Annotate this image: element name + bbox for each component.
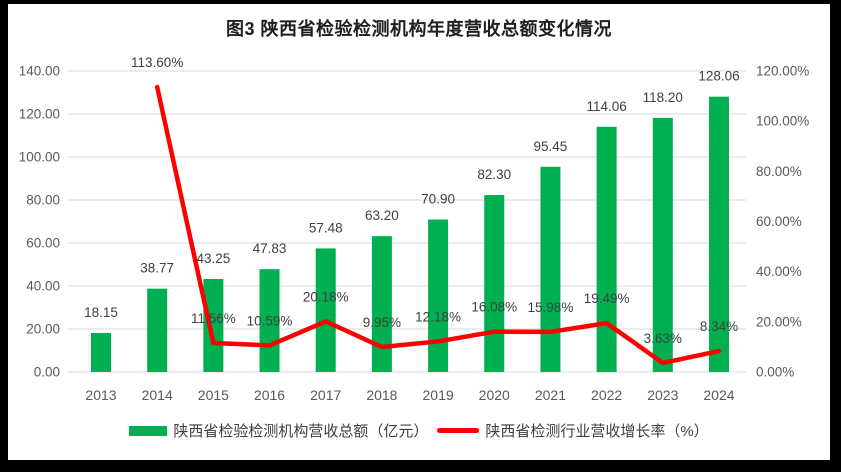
bar-value-label: 114.06: [586, 99, 626, 114]
bar-2024: [708, 96, 729, 373]
bar-value-label: 95.45: [534, 139, 568, 154]
y-axis-left-tick-label: 0.00: [34, 365, 60, 380]
bar-value-label: 18.15: [84, 305, 118, 320]
y-axis-left-tick-label: 100.00: [19, 150, 60, 165]
bar-2023: [652, 117, 673, 373]
line-value-label: 3.63%: [644, 331, 682, 346]
bar-2013: [91, 332, 111, 372]
x-axis-tick-label: 2022: [591, 387, 622, 403]
line-value-label: 113.60%: [131, 55, 183, 70]
x-axis-tick-label: 2016: [254, 387, 285, 403]
growth-line-swatch-icon: [437, 428, 480, 433]
chart-title: 图3 陕西省检验检测机构年度营收总额变化情况: [225, 19, 612, 39]
line-value-label: 16.08%: [471, 300, 517, 315]
bar-2019: [428, 219, 449, 372]
x-axis-tick-label: 2013: [85, 387, 116, 403]
y-axis-right-tick-label: 20.00%: [756, 314, 802, 329]
bar-2020: [484, 195, 505, 372]
growth-rate-line: [154, 84, 722, 366]
legend-label-revenue: 陕西省检验检测机构营收总额（亿元）: [173, 423, 429, 440]
y-axis-left-tick-label: 140.00: [19, 64, 60, 79]
y-axis-right-tick-label: 120.00%: [756, 64, 809, 79]
line-value-label: 10.59%: [247, 313, 293, 328]
bar-2014: [147, 288, 168, 372]
y-axis-left-tick-label: 20.00: [26, 322, 60, 337]
bar-value-label: 70.90: [421, 192, 455, 207]
legend-label-growth-rate: 陕西省检测行业营收增长率（%）: [485, 423, 709, 440]
chart-legend: 陕西省检验检测机构营收总额（亿元） 陕西省检测行业营收增长率（%）: [8, 420, 830, 441]
x-axis-tick-label: 2020: [479, 387, 510, 403]
x-axis-tick-label: 2018: [366, 387, 397, 403]
y-axis-right-tick-label: 80.00%: [756, 164, 802, 179]
x-axis-tick-label: 2017: [310, 387, 341, 403]
line-value-label: 20.18%: [303, 289, 349, 304]
y-axis-left-tick-label: 40.00: [26, 279, 60, 294]
y-axis-left-tick-label: 120.00: [19, 107, 60, 122]
combo-chart: 0.00 20.00 40.00 60.00 80.00 100.00 120.00 140.…: [19, 55, 810, 403]
revenue-bar-swatch-icon: [129, 425, 168, 436]
y-axis-right-tick-label: 0.00%: [756, 365, 794, 380]
line-value-label: 11.56%: [191, 311, 236, 326]
bar-2022: [596, 126, 617, 372]
bar-value-label: 82.30: [477, 167, 511, 182]
bar-value-label: 63.20: [365, 208, 399, 223]
bar-value-label: 38.77: [140, 261, 174, 276]
x-axis-tick-label: 2015: [198, 387, 229, 403]
bar-value-label: 43.25: [196, 251, 230, 266]
y-axis-right-tick-label: 40.00%: [756, 264, 802, 279]
bar-value-label: 128.06: [698, 69, 739, 84]
y-axis-left-tick-label: 60.00: [26, 236, 60, 251]
x-axis-tick-label: 2024: [703, 387, 734, 403]
x-axis-tick-label: 2014: [142, 387, 173, 403]
line-value-label: 9.95%: [363, 315, 401, 330]
y-axis-right-tick-label: 100.00%: [756, 114, 809, 129]
y-axis-left-tick-label: 80.00: [26, 193, 60, 208]
x-axis-tick-label: 2021: [535, 387, 566, 403]
bar-2017: [315, 248, 336, 372]
bar-2021: [540, 166, 561, 372]
line-value-label: 15.98%: [528, 300, 574, 315]
line-value-label: 12.18%: [415, 309, 461, 324]
legend-item-growth-rate: 陕西省检测行业营收增长率（%）: [437, 420, 709, 441]
chart-frame: 图3 陕西省检验检测机构年度营收总额变化情况 0.00 20.00 40.00 60.…: [8, 4, 830, 460]
bar-2015: [203, 279, 224, 372]
legend-item-revenue: 陕西省检验检测机构营收总额（亿元）: [129, 420, 428, 441]
bar-2018: [371, 236, 392, 372]
line-value-label: 19.49%: [584, 291, 630, 306]
line-value-label: 8.34%: [700, 319, 738, 334]
x-axis-tick-label: 2023: [647, 387, 678, 403]
y-axis-right-tick-label: 60.00%: [756, 214, 802, 229]
bar-value-label: 47.83: [253, 241, 287, 256]
bar-value-label: 118.20: [643, 90, 683, 105]
bar-value-label: 57.48: [309, 220, 343, 235]
x-axis-tick-label: 2019: [423, 387, 454, 403]
